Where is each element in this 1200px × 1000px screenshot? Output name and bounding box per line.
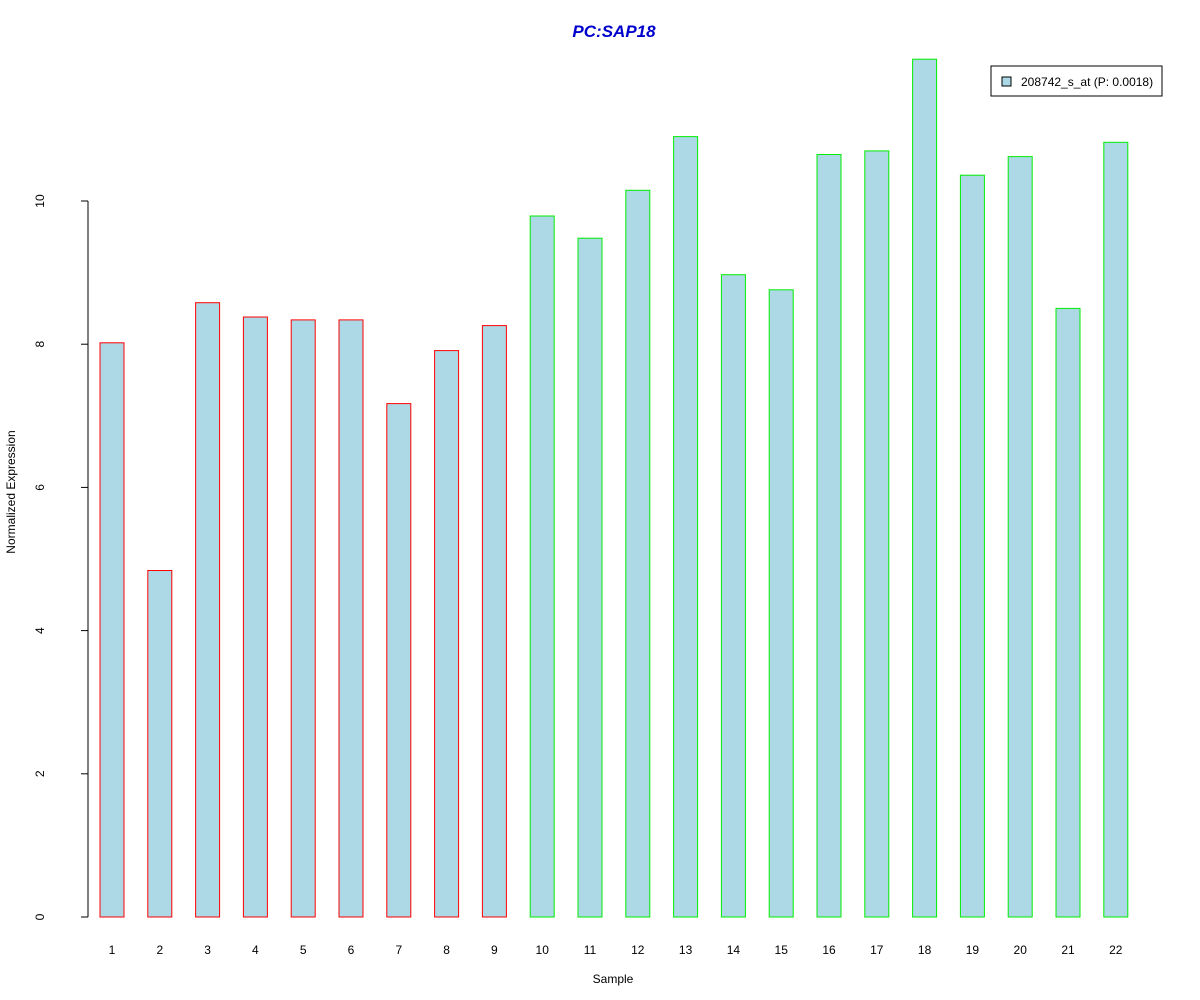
bar-sample-9 <box>481 325 507 918</box>
x-tick-label: 12 <box>631 943 645 957</box>
legend: 208742_s_at (P: 0.0018) <box>990 65 1163 97</box>
bar-sample-6 <box>338 319 364 918</box>
bars-group <box>99 58 1129 918</box>
bar-sample-5 <box>290 319 316 918</box>
x-tick-label: 14 <box>727 943 741 957</box>
x-tick-label: 21 <box>1061 943 1075 957</box>
bar-sample-19 <box>959 174 985 918</box>
x-tick-label: 4 <box>252 943 259 957</box>
x-tick-label: 1 <box>109 943 116 957</box>
bar-sample-22 <box>1103 141 1129 918</box>
bar-sample-1 <box>99 342 125 918</box>
bar-sample-10 <box>529 215 555 918</box>
bar-sample-20 <box>1007 156 1033 918</box>
bar-sample-12 <box>625 189 651 918</box>
bar-sample-3 <box>195 302 221 918</box>
bar-sample-13 <box>673 136 699 918</box>
x-tick-label: 5 <box>300 943 307 957</box>
x-tick-label: 2 <box>156 943 163 957</box>
bar-sample-4 <box>242 316 268 918</box>
legend-box <box>990 65 1163 97</box>
y-tick-label: 2 <box>33 770 47 777</box>
bar-sample-18 <box>912 58 938 918</box>
x-tick-label: 9 <box>491 943 498 957</box>
x-tick-label: 17 <box>870 943 884 957</box>
bar-sample-14 <box>720 274 746 918</box>
x-tick-label: 7 <box>395 943 402 957</box>
y-tick-label: 0 <box>33 913 47 920</box>
x-tick-label: 15 <box>775 943 789 957</box>
x-tick-label: 16 <box>822 943 836 957</box>
bar-sample-2 <box>147 570 173 918</box>
bar-sample-21 <box>1055 307 1081 918</box>
y-tick-label: 8 <box>33 341 47 348</box>
x-tick-label: 8 <box>443 943 450 957</box>
y-axis: 0 2 4 6 8 10 <box>33 194 89 920</box>
legend-swatch <box>1001 76 1012 87</box>
x-tick-label: 10 <box>536 943 550 957</box>
x-tick-label: 22 <box>1109 943 1123 957</box>
chart-title: PC:SAP18 <box>572 22 656 41</box>
x-tick-label: 18 <box>918 943 932 957</box>
x-tick-label: 19 <box>966 943 980 957</box>
x-tick-label: 13 <box>679 943 693 957</box>
x-axis-label: Sample <box>593 972 634 986</box>
bar-sample-7 <box>386 403 412 918</box>
x-tick-label: 3 <box>204 943 211 957</box>
bar-sample-11 <box>577 237 603 918</box>
bar-sample-17 <box>864 150 890 918</box>
y-axis-label: Normalized Expression <box>4 430 18 553</box>
y-tick-label: 6 <box>33 484 47 491</box>
y-tick-label: 10 <box>33 194 47 208</box>
y-tick-label: 4 <box>33 627 47 634</box>
bar-sample-16 <box>816 154 842 918</box>
legend-label: 208742_s_at (P: 0.0018) <box>1021 75 1153 89</box>
bar-sample-15 <box>768 289 794 918</box>
x-tick-labels: 1 2 3 4 5 6 7 8 9 10 11 12 13 14 15 16 17 18 19 20 21 22 <box>109 943 1123 957</box>
x-tick-label: 11 <box>584 943 597 957</box>
bar-sample-8 <box>434 350 460 918</box>
x-tick-label: 6 <box>348 943 355 957</box>
x-tick-label: 20 <box>1014 943 1028 957</box>
